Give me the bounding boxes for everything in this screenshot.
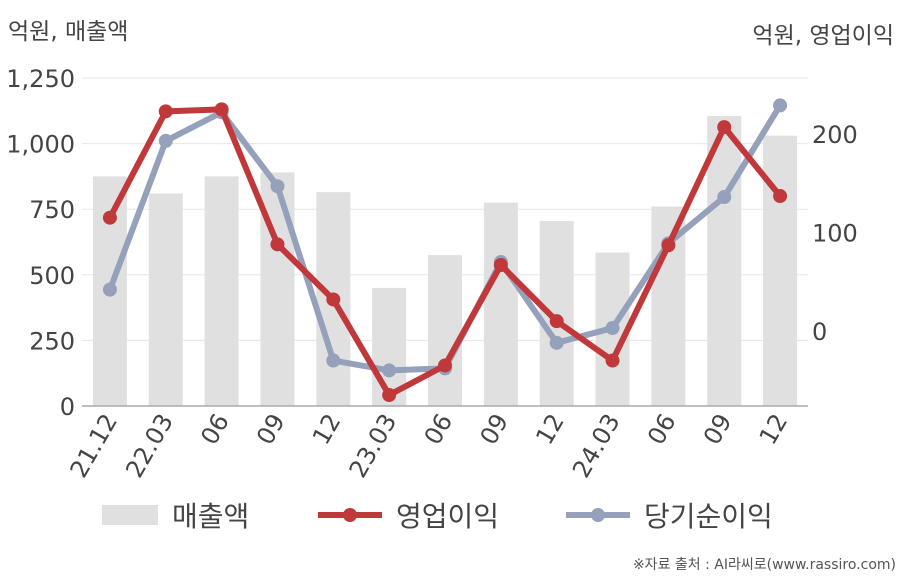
x-axis-tick-label: 24.03 [567,409,626,483]
revenue-bar [260,172,295,406]
net-income-point [605,321,620,336]
x-axis-tick-label: 09 [251,409,291,449]
legend-line-swatch-blue [566,508,630,522]
legend-line-swatch-red [318,508,382,522]
left-axis-unit-label: 억원, 매출액 [8,19,129,45]
operating-profit-point [605,353,620,368]
data-source-note: ※자료 출처 : AI라씨로(www.rassiro.com) [632,557,896,573]
legend-label-revenue: 매출액 [172,500,250,533]
revenue-bar [204,176,239,406]
revenue-bar [763,135,798,406]
revenue-bar [483,202,518,406]
left-axis-tick-label: 0 [60,393,75,421]
x-axis-tick-label: 09 [698,409,738,449]
chart-legend: 매출액 영업이익 당기순이익 [0,490,908,540]
right-axis-tick-label: 200 [812,121,858,149]
operating-profit-point [102,210,117,225]
net-income-point [326,353,341,368]
left-axis-tick-label: 750 [29,196,75,224]
operating-profit-point [270,237,285,252]
operating-profit-point [158,104,173,119]
revenue-bar [707,116,742,406]
net-income-point [382,363,397,378]
x-axis-tick-label: 12 [307,409,347,449]
right-axis-unit-label: 억원, 영업이익 [752,23,894,49]
net-income-point [773,98,788,113]
x-axis-tick-label: 06 [195,409,235,449]
x-axis-tick-label: 22.03 [120,409,179,483]
operating-profit-point [773,189,788,204]
left-axis-tick-label: 1,250 [6,65,75,93]
x-axis-tick-label: 06 [419,409,459,449]
operating-profit-point [493,258,508,273]
legend-label-net-income: 당기순이익 [644,500,773,533]
x-axis-tick-label: 09 [475,409,515,449]
left-axis-tick-label: 500 [29,262,75,290]
legend-item-revenue: 매출액 [102,490,249,540]
net-income-point [158,133,173,148]
right-axis-tick-label: 100 [812,220,858,248]
operating-profit-point [382,388,397,403]
legend-item-operating-profit: 영업이익 [318,490,499,540]
net-income-point [717,190,732,205]
operating-profit-point [438,358,452,373]
revenue-bar [428,255,462,406]
x-axis-tick-label: 12 [530,409,570,449]
net-income-point [549,335,564,350]
x-axis-tick-label: 06 [642,409,682,449]
net-income-point [270,179,285,194]
operating-profit-point [549,314,564,329]
operating-profit-point [214,102,229,117]
left-axis-tick-label: 250 [29,327,75,355]
operating-profit-point [326,292,341,307]
net-income-point [102,282,117,297]
x-axis-tick-label: 12 [754,409,794,449]
revenue-bar [539,221,574,406]
legend-item-net-income: 당기순이익 [566,490,773,540]
right-axis-tick-label: 0 [812,318,827,346]
legend-bar-swatch [102,505,158,525]
operating-profit-point [717,120,732,135]
x-axis-tick-label: 23.03 [344,409,403,483]
operating-profit-point [661,238,676,253]
legend-label-operating-profit: 영업이익 [396,500,500,533]
left-axis-tick-label: 1,000 [6,131,75,159]
revenue-bar [148,193,183,406]
